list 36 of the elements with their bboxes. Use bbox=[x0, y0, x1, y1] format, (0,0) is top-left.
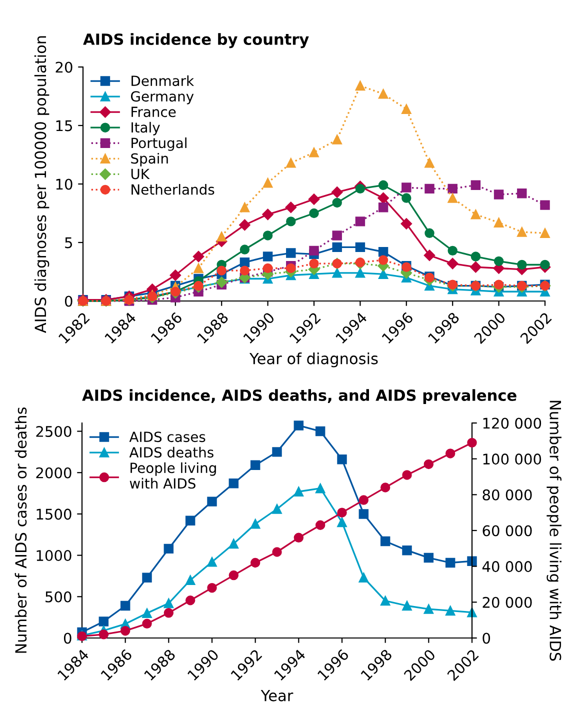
y-tick-label: 0 bbox=[64, 296, 72, 307]
y2-tick-label: 120 000 bbox=[483, 418, 542, 429]
y-tick-label: 1000 bbox=[36, 550, 72, 562]
legend-label: AIDS deaths bbox=[129, 446, 214, 458]
y-tick-label: 20 bbox=[56, 62, 72, 73]
y-tick-label: 10 bbox=[56, 178, 72, 190]
legend-label: AIDS cases bbox=[129, 432, 206, 442]
y-axis-title: AIDS diagnoses per 100000 population bbox=[34, 36, 50, 333]
x-axis-title: Year of diagnosis bbox=[249, 352, 378, 368]
legend-label: UK bbox=[131, 168, 150, 180]
y-tick-label: 0 bbox=[64, 632, 72, 644]
y-axis-title: Number of AIDS cases or deaths bbox=[14, 407, 27, 653]
y-tick-label: 15 bbox=[56, 120, 72, 132]
y-tick-label: 2500 bbox=[36, 426, 72, 438]
legend-label: France bbox=[132, 106, 176, 118]
y2-tick-label: 100 000 bbox=[483, 454, 542, 465]
legend-label: Netherlands bbox=[132, 184, 214, 195]
legend-label: Italy bbox=[132, 122, 160, 136]
y-tick-label: 500 bbox=[46, 591, 72, 602]
y2-tick-label: 20 000 bbox=[482, 596, 532, 608]
chart-title: AIDS incidence, AIDS deaths, and AIDS prevalence bbox=[82, 389, 516, 404]
legend-label: Denmark bbox=[132, 75, 194, 86]
legend-label: Spain bbox=[131, 152, 168, 166]
y2-axis-title: Number of people living with AIDS bbox=[546, 400, 562, 661]
x-axis-title: Year bbox=[260, 690, 294, 702]
y2-tick-label: 60 000 bbox=[482, 525, 532, 536]
legend-label: Portugal bbox=[132, 137, 186, 151]
y-tick-label: 2000 bbox=[36, 467, 72, 478]
y2-tick-label: 0 bbox=[482, 632, 490, 644]
y2-tick-label: 40 000 bbox=[482, 561, 532, 572]
y2-tick-label: 80 000 bbox=[482, 489, 532, 500]
y-tick-label: 1500 bbox=[36, 508, 72, 520]
legend-label: People living with AIDS bbox=[130, 462, 216, 489]
chart-title: AIDS incidence by country bbox=[83, 33, 309, 48]
legend-label: Germany bbox=[131, 91, 194, 104]
y-tick-label: 5 bbox=[65, 237, 72, 248]
